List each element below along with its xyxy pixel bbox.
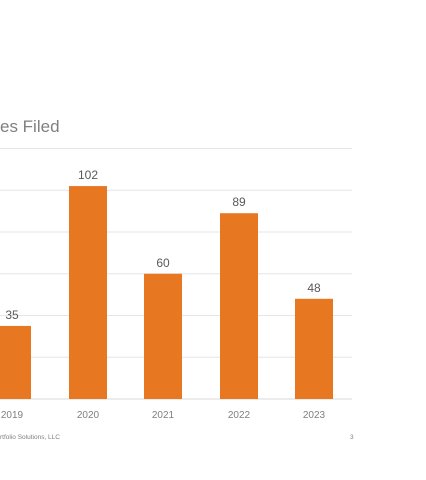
x-tick-label-2022: 2022 bbox=[228, 410, 251, 421]
bars bbox=[0, 186, 333, 399]
bar-2022 bbox=[220, 213, 258, 399]
bar-2020 bbox=[69, 186, 107, 399]
data-label-2020: 102 bbox=[78, 168, 98, 182]
chart-title: es Filed bbox=[0, 117, 60, 136]
bar-2023 bbox=[295, 298, 333, 399]
x-axis-ticks: 2019 2020 2021 2022 2023 bbox=[1, 410, 326, 421]
x-tick-label-2021: 2021 bbox=[152, 410, 175, 421]
bar-2019 bbox=[0, 325, 31, 399]
x-tick-label-2023: 2023 bbox=[303, 410, 326, 421]
bar-2021 bbox=[144, 273, 182, 399]
data-label-2019: 35 bbox=[5, 308, 19, 322]
footer-company-name: rtfolio Solutions, LLC bbox=[0, 434, 60, 441]
data-label-2022: 89 bbox=[232, 195, 246, 209]
footer-page-number: 3 bbox=[350, 434, 354, 441]
x-tick-label-2020: 2020 bbox=[77, 410, 100, 421]
data-label-2021: 60 bbox=[156, 256, 170, 270]
data-labels: 35 102 60 89 48 bbox=[5, 168, 321, 322]
x-tick-label-2019: 2019 bbox=[1, 410, 24, 421]
data-label-2023: 48 bbox=[307, 281, 321, 295]
